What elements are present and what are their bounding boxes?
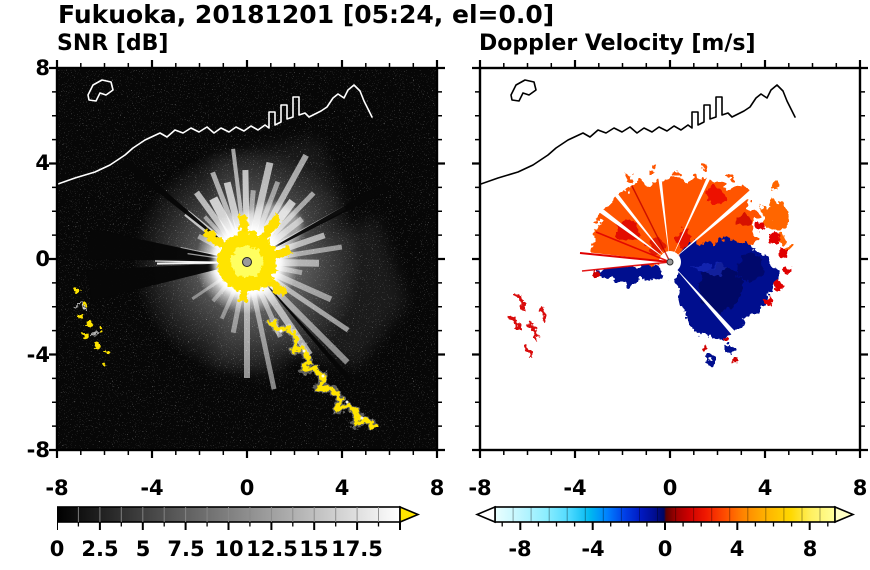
x-tick-label: 8 <box>852 476 868 500</box>
x-tick-label: 4 <box>334 476 350 500</box>
colorbar-tick-label: 0 <box>49 537 65 561</box>
snr-clutter-sparkles <box>279 329 364 420</box>
snr-colorbar-steps <box>77 507 379 522</box>
snr-overrange-arrow <box>399 505 421 524</box>
doppler-colorbar <box>475 505 856 530</box>
doppler-colorbar-major-ticks <box>519 522 811 530</box>
doppler-thin-red-rays <box>579 185 671 272</box>
snr-panel-title: SNR [dB] <box>57 31 169 56</box>
colorbar-tick-label: 15 <box>299 537 329 561</box>
snr-colorbar <box>57 505 421 530</box>
radar-site-marker <box>666 258 674 266</box>
colorbar-tick-label: 8 <box>802 537 818 561</box>
doppler-plot <box>470 58 870 460</box>
colorbar-tick-label: -8 <box>508 537 532 561</box>
doppler-overrange-arrow <box>834 505 856 524</box>
y-tick-label: -8 <box>26 438 50 462</box>
colorbar-tick-label: 5 <box>135 537 151 561</box>
y-tick-label: 4 <box>35 151 50 175</box>
x-tick-label: 0 <box>662 476 678 500</box>
doppler-colorbar-minor-ticks <box>501 522 829 527</box>
x-tick-label: 4 <box>757 476 773 500</box>
doppler-panel-title: Doppler Velocity [m/s] <box>479 31 756 56</box>
y-tick-label: 0 <box>35 247 50 271</box>
colorbar-tick-label: 2.5 <box>81 537 119 561</box>
snr-colorbar-major-ticks <box>57 522 401 530</box>
doppler-sw-echoes <box>507 292 547 359</box>
snr-coastal-clutter-arc <box>266 317 378 431</box>
snr-colorbar-minor-ticks <box>77 522 380 527</box>
x-tick-label: -8 <box>468 476 492 500</box>
colorbar-tick-label: 10 <box>214 537 244 561</box>
x-tick-label: -4 <box>563 476 587 500</box>
colorbar-tick-label: 12.5 <box>246 537 298 561</box>
x-tick-label: -8 <box>45 476 69 500</box>
doppler-colorbar-steps <box>512 507 821 522</box>
x-tick-label: -4 <box>140 476 164 500</box>
x-tick-label: 8 <box>429 476 445 500</box>
colorbar-tick-label: 17.5 <box>331 537 383 561</box>
colorbar-tick-label: 7.5 <box>167 537 205 561</box>
doppler-white-gap-wedges <box>539 103 794 380</box>
colorbar-tick-label: 0 <box>657 537 673 561</box>
figure-title: Fukuoka, 20181201 [05:24, el=0.0] <box>58 0 555 29</box>
doppler-negative-lobe <box>598 238 778 363</box>
colorbar-tick-label: 4 <box>729 537 745 561</box>
colorbar-tick-label: -4 <box>581 537 605 561</box>
doppler-red-fringe <box>593 208 791 363</box>
snr-plot <box>47 58 447 460</box>
doppler-underrange-arrow <box>475 505 496 524</box>
radar-site-marker <box>242 257 252 267</box>
y-tick-label: 8 <box>35 56 50 80</box>
y-tick-label: -4 <box>26 343 50 367</box>
snr-west-echoes <box>72 287 109 366</box>
x-tick-label: 0 <box>239 476 255 500</box>
